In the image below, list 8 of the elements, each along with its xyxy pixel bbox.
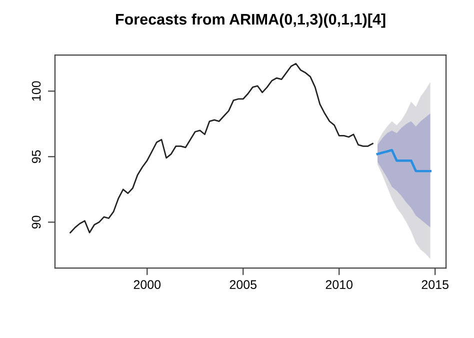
y-tick-label: 90 — [32, 216, 41, 229]
x-tick-label: 2000 — [134, 280, 161, 290]
chart-title: Forecasts from ARIMA(0,1,3)(0,1,1)[4] — [116, 13, 386, 28]
y-tick-label: 95 — [32, 150, 41, 164]
y-tick-label: 100 — [32, 81, 41, 101]
x-tick-label: 2005 — [230, 280, 256, 290]
x-tick-label: 2015 — [422, 280, 448, 290]
x-tick-label: 2010 — [326, 280, 353, 290]
